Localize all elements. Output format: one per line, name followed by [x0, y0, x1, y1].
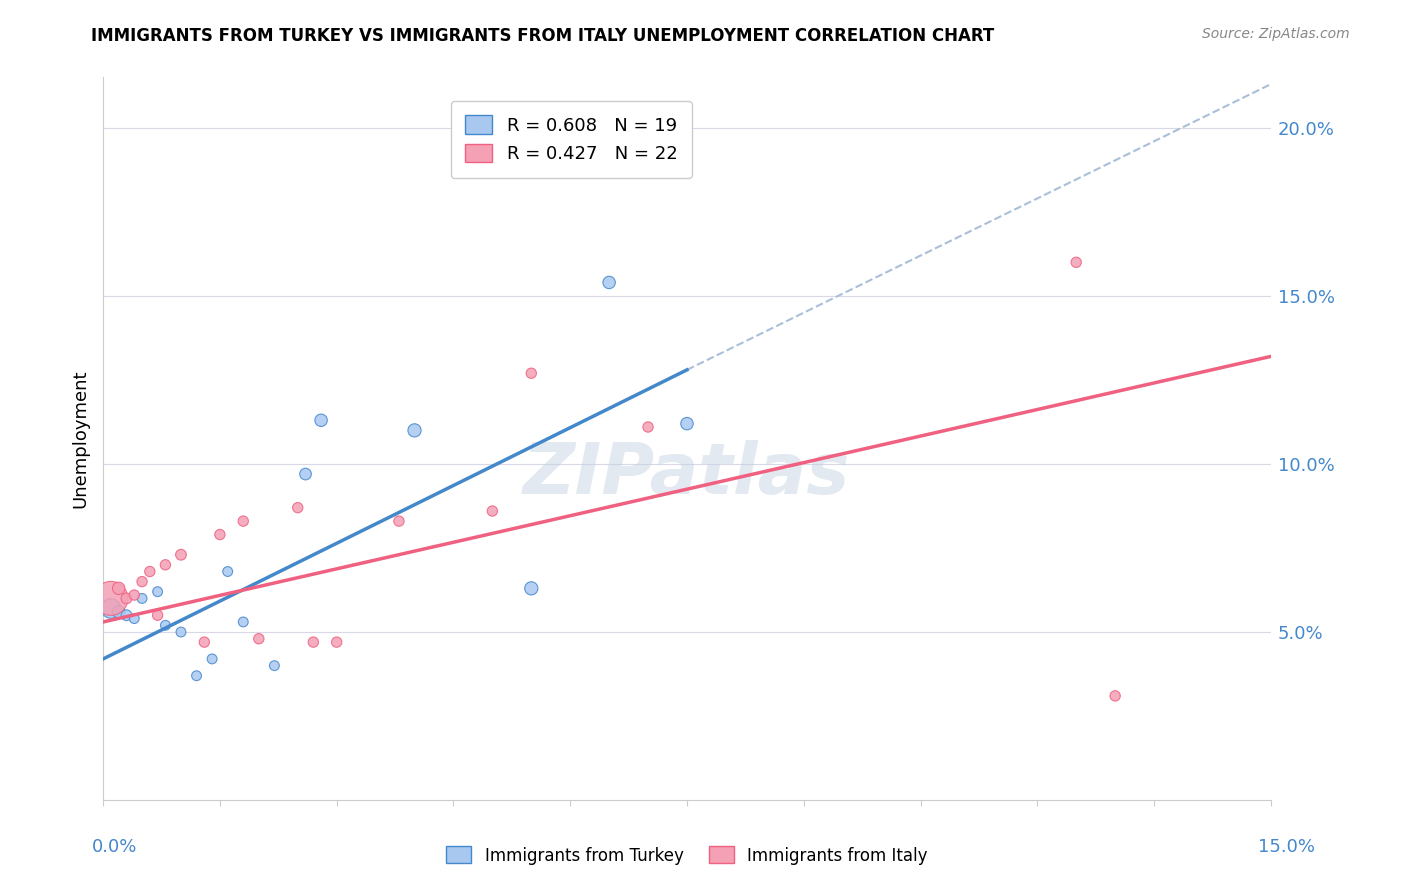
Point	[146, 584, 169, 599]
Point	[302, 635, 325, 649]
Legend: R = 0.608   N = 19, R = 0.427   N = 22: R = 0.608 N = 19, R = 0.427 N = 22	[451, 101, 692, 178]
Point	[186, 669, 208, 683]
Point	[404, 423, 426, 437]
Point	[263, 658, 285, 673]
Point	[294, 467, 316, 481]
Point	[107, 582, 129, 596]
Point	[170, 625, 193, 640]
Text: 0.0%: 0.0%	[91, 838, 136, 856]
Point	[598, 276, 620, 290]
Point	[637, 420, 659, 434]
Point	[115, 608, 138, 623]
Point	[201, 652, 224, 666]
Point	[139, 565, 162, 579]
Point	[232, 514, 254, 528]
Point	[287, 500, 309, 515]
Point	[217, 565, 239, 579]
Point	[115, 591, 138, 606]
Point	[520, 582, 543, 596]
Point	[388, 514, 411, 528]
Point	[232, 615, 254, 629]
Point	[131, 574, 153, 589]
Text: ZIPatlas: ZIPatlas	[523, 441, 851, 509]
Point	[100, 591, 122, 606]
Text: 15.0%: 15.0%	[1257, 838, 1315, 856]
Point	[170, 548, 193, 562]
Point	[325, 635, 347, 649]
Point	[155, 558, 177, 572]
Point	[146, 608, 169, 623]
Text: Source: ZipAtlas.com: Source: ZipAtlas.com	[1202, 27, 1350, 41]
Point	[107, 605, 129, 619]
Point	[208, 527, 231, 541]
Point	[155, 618, 177, 632]
Point	[1064, 255, 1087, 269]
Y-axis label: Unemployment: Unemployment	[72, 369, 89, 508]
Point	[676, 417, 699, 431]
Point	[122, 611, 145, 625]
Text: IMMIGRANTS FROM TURKEY VS IMMIGRANTS FROM ITALY UNEMPLOYMENT CORRELATION CHART: IMMIGRANTS FROM TURKEY VS IMMIGRANTS FRO…	[91, 27, 994, 45]
Point	[309, 413, 332, 427]
Point	[247, 632, 270, 646]
Point	[481, 504, 503, 518]
Point	[100, 601, 122, 615]
Point	[131, 591, 153, 606]
Point	[520, 366, 543, 380]
Point	[193, 635, 215, 649]
Point	[122, 588, 145, 602]
Point	[1104, 689, 1126, 703]
